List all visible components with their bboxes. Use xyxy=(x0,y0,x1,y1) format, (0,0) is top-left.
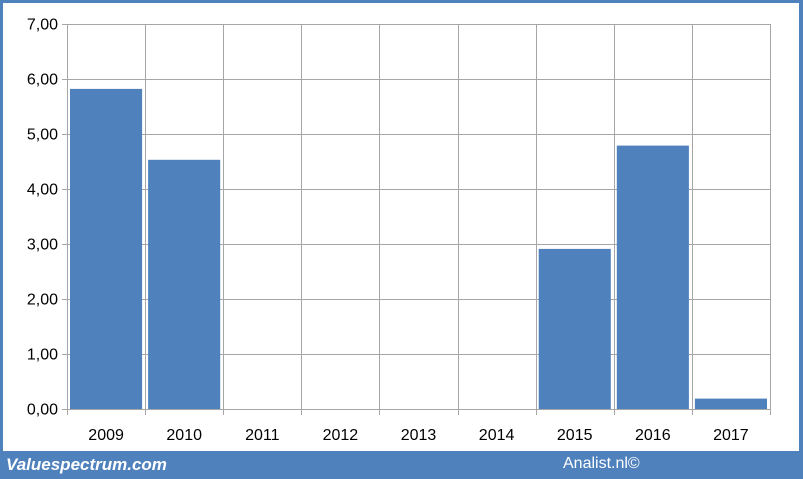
footer-source-right: Analist.nl© xyxy=(563,455,640,472)
bar-chart: 0,00 1,00 2,00 3,00 4,00 5,00 6,00 7,00 2009 2010… xyxy=(27,17,771,445)
x-tick-label: 2017 xyxy=(713,427,749,444)
x-tick-label: 2013 xyxy=(401,427,437,444)
bar-2017 xyxy=(694,398,767,409)
bar-2010 xyxy=(148,159,221,409)
x-tick-label: 2015 xyxy=(557,427,593,444)
tick-labels: 0,00 1,00 2,00 3,00 4,00 5,00 6,00 7,00 2009 2010… xyxy=(27,17,749,445)
bar-2016 xyxy=(616,145,689,409)
bar-2015 xyxy=(538,248,611,409)
y-tick-label: 3,00 xyxy=(27,237,58,254)
x-tick-label: 2009 xyxy=(88,427,124,444)
y-tick-label: 2,00 xyxy=(27,292,58,309)
y-tick-label: 7,00 xyxy=(27,17,58,34)
gridlines xyxy=(67,24,771,415)
axes xyxy=(62,24,770,410)
y-tick-label: 5,00 xyxy=(27,127,58,144)
footer-source-left: Valuespectrum.com xyxy=(6,455,167,474)
x-tick-label: 2014 xyxy=(479,427,515,444)
x-tick-label: 2011 xyxy=(245,427,280,444)
y-tick-label: 0,00 xyxy=(27,402,58,419)
x-tick-label: 2010 xyxy=(166,427,202,444)
bars xyxy=(70,88,767,410)
chart-panel: 0,00 1,00 2,00 3,00 4,00 5,00 6,00 7,00 2009 2010… xyxy=(3,3,799,451)
x-tick-label: 2012 xyxy=(323,427,359,444)
y-tick-label: 4,00 xyxy=(27,182,58,199)
y-tick-label: 1,00 xyxy=(27,347,58,364)
y-tick-label: 6,00 xyxy=(27,72,58,89)
bar-2009 xyxy=(70,88,143,410)
x-tick-label: 2016 xyxy=(635,427,671,444)
